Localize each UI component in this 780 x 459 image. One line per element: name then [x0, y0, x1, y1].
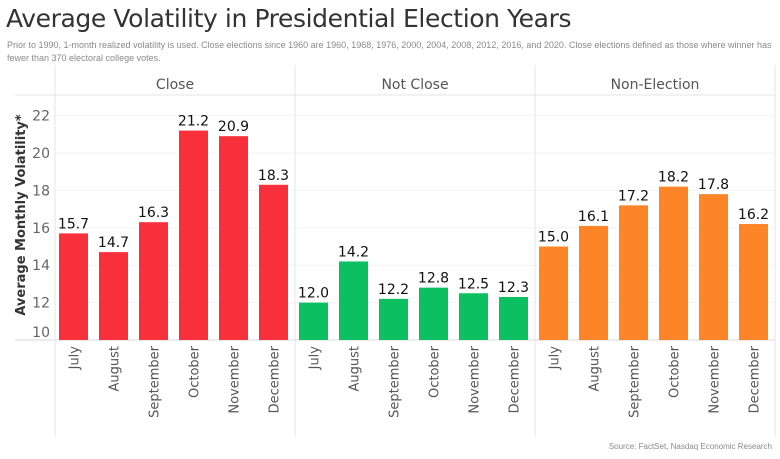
value-label: 12.2	[378, 282, 409, 298]
y-tick-label: 16	[32, 221, 50, 237]
value-label: 21.2	[178, 114, 209, 130]
bar	[379, 298, 408, 340]
y-tick-label: 12	[32, 296, 50, 312]
x-tick-label: August	[108, 346, 123, 392]
bar	[539, 246, 568, 340]
x-tick-label: July	[548, 346, 563, 371]
value-label: 12.8	[418, 271, 449, 287]
value-label: 17.8	[698, 177, 729, 193]
panel-header: Non-Election	[611, 77, 700, 93]
value-label: 18.3	[258, 168, 289, 184]
bars	[59, 130, 768, 340]
value-label: 18.2	[658, 170, 689, 186]
chart-title: Average Volatility in Presidential Elect…	[6, 4, 572, 33]
bar	[739, 224, 768, 340]
y-tick-label: 14	[32, 258, 50, 274]
value-label: 12.5	[458, 276, 489, 292]
bar	[699, 194, 728, 340]
gridlines	[55, 115, 775, 304]
chart-subtitle: Prior to 1990, 1-month realized volatili…	[7, 40, 772, 63]
x-tick-label: September	[388, 345, 403, 418]
source-note: Source: FactSet, Nasdaq Economic Researc…	[608, 442, 772, 451]
value-label: 14.2	[338, 244, 369, 260]
bar	[299, 302, 328, 340]
bar	[139, 222, 168, 340]
x-tick-label: August	[348, 346, 363, 392]
panel-header: Not Close	[381, 77, 448, 93]
x-tick-label: December	[748, 345, 763, 413]
x-tick-label: October	[188, 345, 203, 398]
value-label: 14.7	[98, 235, 129, 251]
y-tick-label: 18	[32, 183, 50, 199]
bar	[259, 184, 288, 340]
value-label: 12.3	[498, 280, 529, 296]
x-tick-label: September	[628, 345, 643, 418]
value-label: 17.2	[618, 188, 649, 204]
value-labels: 15.7 14.7 16.3 21.2 20.9 18.3 12.0 14.2 12.2 12.8…	[58, 114, 769, 302]
x-tick-label: July	[68, 346, 83, 371]
y-axis: 10 12 14 16 18 20 22	[32, 109, 50, 341]
bar	[59, 233, 88, 340]
bar	[99, 252, 128, 340]
x-tick-label: September	[148, 345, 163, 418]
x-tick-label: November	[468, 345, 483, 413]
value-label: 20.9	[218, 119, 249, 135]
bar	[659, 186, 688, 340]
bar	[619, 205, 648, 340]
value-label: 12.0	[298, 286, 329, 302]
x-tick-label: October	[428, 345, 443, 398]
bar	[179, 130, 208, 340]
x-tick-labels: July August September October November Decemb…	[68, 345, 763, 418]
bar	[339, 261, 368, 340]
value-label: 16.3	[138, 205, 169, 221]
x-tick-label: August	[588, 346, 603, 392]
x-tick-label: December	[508, 345, 523, 413]
y-axis-label: Average Monthly Volatility*	[14, 114, 29, 316]
x-tick-label: July	[308, 346, 323, 371]
bar	[499, 296, 528, 340]
panel-header: Close	[156, 77, 194, 93]
bar	[419, 287, 448, 340]
value-label: 16.2	[738, 207, 769, 223]
value-label: 16.1	[578, 209, 609, 225]
y-tick-label: 20	[32, 146, 50, 162]
bar	[459, 293, 488, 340]
panel-headers: Close Not Close Non-Election	[156, 77, 699, 93]
value-label: 15.7	[58, 216, 89, 232]
bar	[579, 225, 608, 340]
x-tick-label: November	[228, 345, 243, 413]
y-tick-label: 22	[32, 109, 50, 125]
bar	[219, 136, 248, 340]
x-tick-label: December	[268, 345, 283, 413]
x-tick-label: October	[668, 345, 683, 398]
y-tick-label: 10	[32, 325, 50, 341]
value-label: 15.0	[538, 230, 569, 246]
x-tick-label: November	[708, 345, 723, 413]
